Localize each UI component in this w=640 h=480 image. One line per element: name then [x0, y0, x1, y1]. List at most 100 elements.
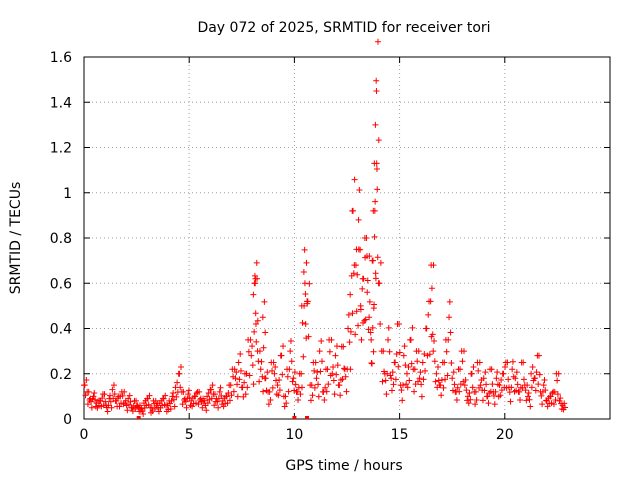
data-point	[260, 344, 267, 351]
data-point	[544, 403, 551, 410]
data-point	[359, 285, 366, 292]
data-point	[533, 369, 540, 376]
data-point	[373, 87, 380, 94]
data-point	[524, 382, 531, 389]
data-point	[234, 393, 241, 400]
data-point	[155, 408, 162, 415]
data-point	[215, 404, 222, 411]
data-point	[355, 322, 362, 329]
data-point	[415, 348, 422, 355]
data-point	[357, 246, 364, 253]
data-point	[177, 384, 184, 391]
x-axis-label: GPS time / hours	[285, 458, 402, 474]
data-point	[205, 389, 212, 396]
data-point	[253, 338, 260, 345]
data-point	[144, 395, 151, 402]
data-point	[368, 360, 375, 367]
data-point	[505, 376, 512, 383]
data-point	[318, 337, 325, 344]
data-point	[350, 207, 357, 214]
data-point	[259, 373, 266, 380]
data-points	[81, 38, 568, 419]
data-point	[146, 392, 153, 399]
data-point	[364, 277, 371, 284]
data-point	[494, 381, 501, 388]
data-point	[217, 384, 224, 391]
data-point	[125, 395, 132, 402]
data-point	[88, 398, 95, 405]
data-point	[382, 377, 389, 384]
y-tick-label: 0.4	[50, 322, 72, 338]
data-point	[372, 270, 379, 277]
data-point	[541, 376, 548, 383]
data-point	[420, 376, 427, 383]
data-point	[316, 348, 323, 355]
data-point	[367, 329, 374, 336]
data-point	[242, 391, 249, 398]
data-point	[237, 367, 244, 374]
data-point	[237, 350, 244, 357]
data-point	[303, 259, 310, 266]
data-point	[369, 324, 376, 331]
data-point	[554, 377, 561, 384]
data-point	[392, 359, 399, 366]
data-point	[472, 388, 479, 395]
y-tick-label: 1.4	[50, 95, 72, 111]
x-tick-labels: 0 5 10 15 20	[80, 427, 514, 443]
data-point	[228, 392, 235, 399]
data-point	[278, 352, 285, 359]
data-point	[396, 349, 403, 356]
data-point	[520, 376, 527, 383]
data-point	[116, 403, 123, 410]
data-point	[400, 352, 407, 359]
grid-lines	[84, 57, 610, 419]
data-point	[298, 370, 305, 377]
x-tick-label: 5	[185, 427, 194, 443]
data-point	[272, 363, 279, 370]
data-point	[461, 382, 468, 389]
data-point	[529, 363, 536, 370]
data-point	[170, 389, 177, 396]
data-point	[204, 393, 211, 400]
data-point	[464, 393, 471, 400]
data-point	[451, 381, 458, 388]
data-point	[243, 370, 250, 377]
data-point	[364, 289, 371, 296]
data-point	[109, 386, 116, 393]
data-point	[189, 403, 196, 410]
data-point	[111, 390, 118, 397]
data-point	[102, 398, 109, 405]
data-point	[280, 343, 287, 350]
data-point	[313, 375, 320, 382]
data-point	[292, 381, 299, 388]
data-point	[139, 408, 146, 415]
data-point	[318, 358, 325, 365]
data-point	[561, 404, 568, 411]
data-point	[396, 320, 403, 327]
data-point	[274, 382, 281, 389]
data-point	[301, 246, 308, 253]
data-point	[252, 310, 259, 317]
data-point	[392, 376, 399, 383]
x-tick-label: 15	[391, 427, 409, 443]
data-point	[395, 363, 402, 370]
data-point	[353, 308, 360, 315]
data-point	[431, 337, 438, 344]
data-point	[417, 369, 424, 376]
data-point	[107, 398, 114, 405]
data-point	[174, 379, 181, 386]
data-point	[267, 396, 274, 403]
data-point	[262, 375, 269, 382]
data-point	[429, 331, 436, 338]
data-point	[92, 403, 99, 410]
data-point	[418, 381, 425, 388]
data-point	[514, 381, 521, 388]
data-point	[333, 371, 340, 378]
data-point	[428, 285, 435, 292]
data-point	[151, 406, 158, 413]
data-point	[561, 400, 568, 407]
data-point	[294, 388, 301, 395]
data-point	[461, 348, 468, 355]
data-point	[306, 280, 313, 287]
data-point	[468, 370, 475, 377]
